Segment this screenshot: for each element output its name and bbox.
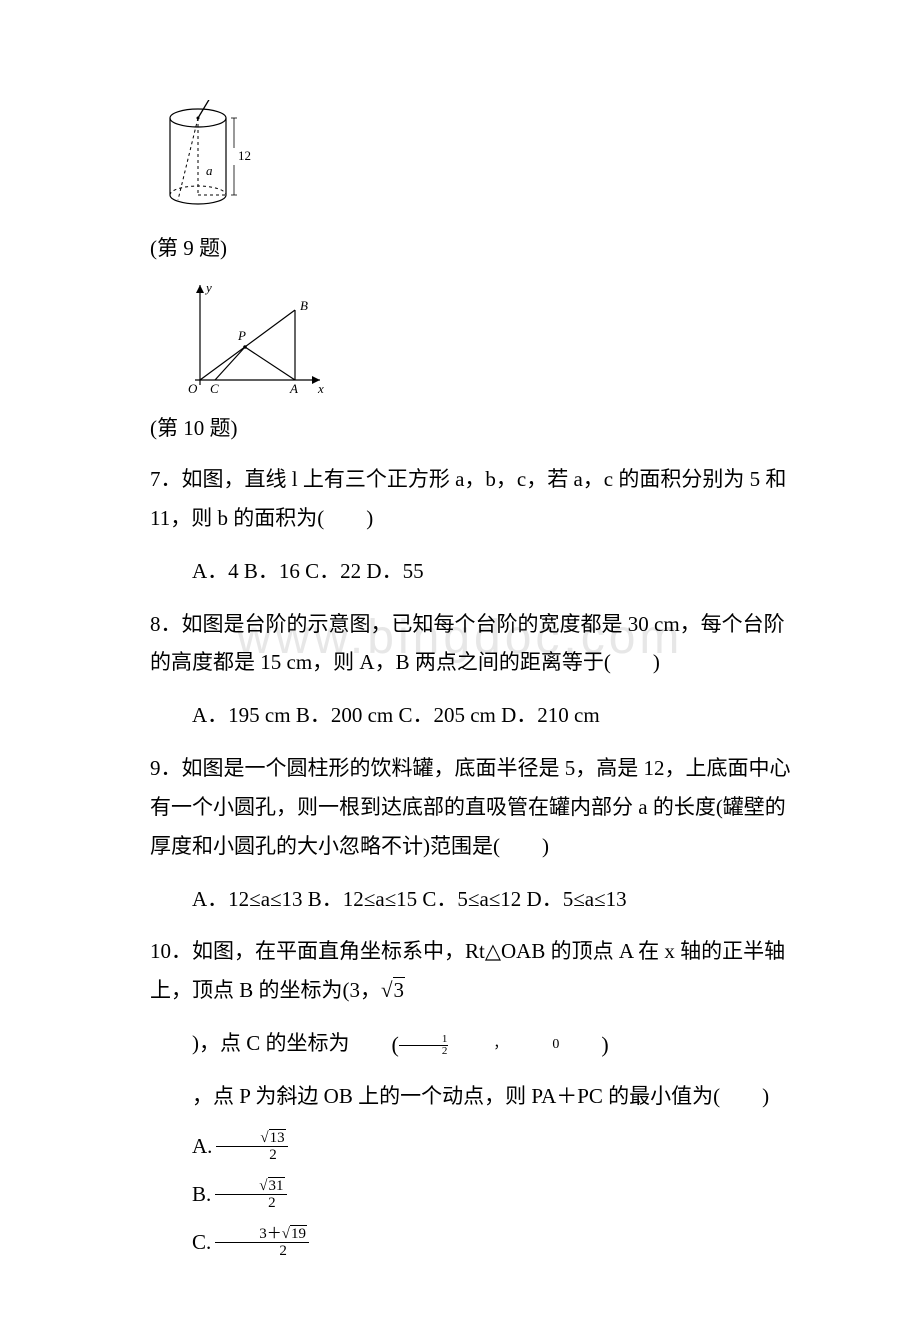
label-B: B	[300, 298, 308, 313]
coord-diagram: y x O C A B P	[170, 280, 330, 395]
question-10-line2: )，点 C 的坐标为(12，0)	[150, 1024, 805, 1063]
option-c-label: C.	[192, 1230, 211, 1255]
label-P: P	[237, 328, 246, 343]
label-A: A	[289, 381, 298, 395]
label-a: a	[206, 163, 213, 178]
content: a 12 (第 9 题) y x O C A B P (第	[150, 100, 805, 1260]
coord-half-zero: (12，0)	[350, 1032, 609, 1058]
cylinder-diagram: a 12	[150, 100, 265, 215]
option-a: A. √13 2	[150, 1130, 805, 1164]
question-9-options: A．12≤a≤13 B．12≤a≤15 C．5≤a≤12 D．5≤a≤13	[150, 880, 805, 919]
q10-text-1: 10．如图，在平面直角坐标系中，Rt△OAB 的顶点 A 在 x 轴的正半轴上，…	[150, 939, 785, 1002]
label-x: x	[317, 381, 324, 395]
figure-9: a 12	[150, 100, 805, 220]
question-8-text: 8．如图是台阶的示意图，已知每个台阶的宽度都是 30 cm，每个台阶的高度都是 …	[150, 605, 805, 683]
label-12: 12	[238, 148, 251, 163]
sqrt-3: √3	[381, 977, 405, 1002]
option-b-fraction: √31 2	[215, 1178, 286, 1212]
label-y: y	[204, 280, 212, 295]
option-a-fraction: √13 2	[216, 1130, 287, 1164]
option-c: C. 3＋√19 2	[150, 1226, 805, 1260]
question-8-options: A．195 cm B．200 cm C．205 cm D．210 cm	[150, 696, 805, 735]
figure-10: y x O C A B P	[170, 280, 805, 400]
option-a-label: A.	[192, 1134, 212, 1159]
label-O: O	[188, 381, 198, 395]
figure-9-caption: (第 9 题)	[150, 232, 805, 262]
q10-text-2a: )，点 C 的坐标为	[192, 1031, 350, 1055]
question-9-text: 9．如图是一个圆柱形的饮料罐，底面半径是 5，高是 12，上底面中心有一个小圆孔…	[150, 749, 805, 866]
question-10-line3: ，点 P 为斜边 OB 上的一个动点，则 PA＋PC 的最小值为( )	[150, 1077, 805, 1116]
figure-10-caption: (第 10 题)	[150, 412, 805, 442]
option-c-fraction: 3＋√19 2	[215, 1226, 309, 1260]
question-7-text: 7．如图，直线 l 上有三个正方形 a，b，c，若 a，c 的面积分别为 5 和…	[150, 460, 805, 538]
label-C: C	[210, 381, 219, 395]
question-10-line1: 10．如图，在平面直角坐标系中，Rt△OAB 的顶点 A 在 x 轴的正半轴上，…	[150, 932, 805, 1010]
option-b: B. √31 2	[150, 1178, 805, 1212]
question-7-options: A．4 B．16 C．22 D．55	[150, 552, 805, 591]
option-b-label: B.	[192, 1182, 211, 1207]
